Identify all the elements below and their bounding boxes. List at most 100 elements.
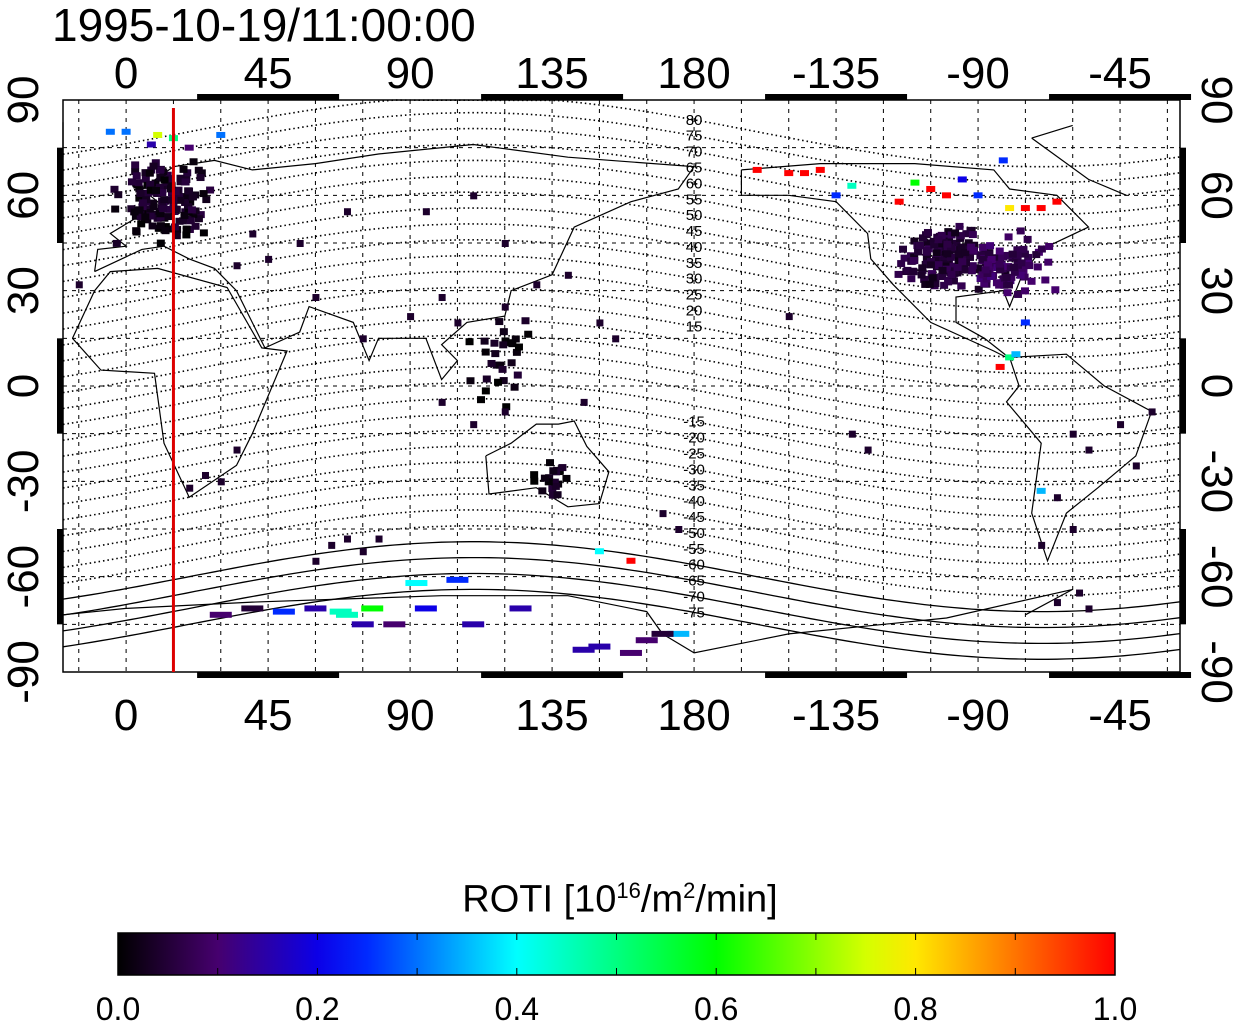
roti-cell bbox=[1020, 273, 1029, 281]
roti-cell bbox=[148, 199, 157, 207]
axis-band bbox=[57, 338, 63, 434]
roti-cell bbox=[931, 280, 940, 288]
roti-cell bbox=[172, 205, 181, 213]
contour-label: -40 bbox=[683, 493, 705, 510]
geomagnetic-contour bbox=[62, 318, 1181, 391]
roti-cell bbox=[481, 348, 490, 356]
contour-label: 20 bbox=[686, 302, 703, 319]
roti-cell bbox=[915, 242, 924, 250]
colorbar-tick-label: 0.8 bbox=[893, 991, 937, 1024]
left-axis-tick: -30 bbox=[0, 450, 48, 514]
roti-cell bbox=[304, 605, 327, 612]
roti-cell bbox=[940, 281, 949, 289]
axis-band bbox=[57, 147, 63, 243]
roti-cell bbox=[206, 186, 215, 194]
geomagnetic-contour bbox=[62, 159, 1181, 232]
roti-cell bbox=[159, 205, 168, 213]
roti-cell bbox=[1036, 205, 1046, 212]
roti-cell bbox=[968, 262, 977, 270]
roti-cell bbox=[651, 630, 674, 637]
roti-cell bbox=[549, 491, 558, 499]
roti-cell bbox=[978, 271, 987, 279]
roti-cell bbox=[1053, 494, 1061, 502]
roti-cell bbox=[967, 267, 976, 275]
right-axis-tick: 0 bbox=[1192, 374, 1240, 398]
contour-label: 80 bbox=[686, 112, 703, 129]
roti-cell bbox=[980, 279, 989, 287]
roti-cell bbox=[847, 182, 857, 189]
contour-label: -65 bbox=[683, 573, 705, 590]
roti-cell bbox=[659, 510, 667, 518]
roti-cell bbox=[501, 303, 509, 311]
roti-cell bbox=[998, 253, 1007, 261]
roti-cell bbox=[131, 168, 140, 176]
contour-label: -60 bbox=[683, 557, 705, 574]
roti-cell bbox=[182, 225, 191, 233]
roti-cell bbox=[499, 377, 508, 385]
roti-cell bbox=[127, 178, 136, 186]
geomagnetic-contour bbox=[62, 397, 1181, 470]
roti-cell bbox=[186, 484, 194, 492]
geomagnetic-contour bbox=[62, 99, 1181, 168]
roti-cell bbox=[894, 270, 903, 278]
roti-cell bbox=[1052, 198, 1062, 205]
bottom-axis-tick: 0 bbox=[114, 691, 138, 740]
roti-cell bbox=[960, 253, 969, 261]
roti-cell bbox=[594, 548, 604, 555]
roti-cell bbox=[454, 319, 462, 327]
roti-cell bbox=[480, 337, 489, 345]
roti-cell bbox=[941, 255, 950, 263]
roti-cell bbox=[514, 343, 523, 351]
roti-cell bbox=[1027, 277, 1036, 285]
roti-cell bbox=[1020, 319, 1030, 326]
roti-cell bbox=[667, 630, 690, 637]
roti-cell bbox=[977, 251, 986, 259]
contour-label: -30 bbox=[683, 461, 705, 478]
roti-cell bbox=[121, 128, 131, 135]
axis-band bbox=[1049, 94, 1192, 100]
roti-cell bbox=[1002, 273, 1011, 281]
roti-cell bbox=[784, 170, 794, 177]
roti-cell bbox=[961, 249, 970, 257]
contour-label: 40 bbox=[686, 239, 703, 256]
roti-cell bbox=[272, 608, 295, 615]
roti-cell bbox=[188, 193, 197, 201]
roti-cell bbox=[1017, 259, 1026, 267]
roti-cell bbox=[934, 261, 943, 269]
roti-cell bbox=[141, 213, 150, 221]
roti-cell bbox=[141, 169, 150, 177]
colorbar-label-exp2: 2 bbox=[683, 878, 696, 903]
roti-cell bbox=[135, 194, 144, 202]
coastline bbox=[1031, 137, 1127, 196]
roti-cell bbox=[928, 274, 937, 282]
roti-cell bbox=[233, 262, 241, 270]
roti-cell bbox=[383, 621, 406, 628]
roti-cell bbox=[141, 175, 150, 183]
roti-cell bbox=[145, 209, 154, 217]
roti-cell bbox=[146, 180, 155, 188]
roti-cell bbox=[899, 245, 908, 253]
contour-label: 15 bbox=[686, 318, 703, 335]
roti-cell bbox=[509, 605, 532, 612]
roti-cell bbox=[462, 621, 485, 628]
coastline bbox=[1005, 353, 1153, 563]
roti-cell bbox=[968, 231, 977, 239]
roti-cell bbox=[994, 254, 1003, 262]
roti-cell bbox=[800, 170, 810, 177]
axis-band bbox=[1180, 529, 1186, 625]
roti-cell bbox=[182, 231, 191, 239]
roti-cell bbox=[351, 621, 374, 628]
roti-cell bbox=[918, 234, 927, 242]
roti-cell bbox=[1025, 262, 1034, 270]
roti-cell bbox=[612, 335, 620, 343]
roti-cell bbox=[134, 179, 143, 187]
top-axis-tick: 45 bbox=[244, 49, 293, 98]
roti-cell bbox=[446, 576, 469, 583]
roti-cell bbox=[151, 179, 160, 187]
roti-cell bbox=[149, 162, 158, 170]
roti-cell bbox=[1020, 250, 1029, 258]
roti-cell bbox=[572, 646, 595, 653]
roti-cell bbox=[910, 179, 920, 186]
roti-cell bbox=[136, 190, 145, 198]
